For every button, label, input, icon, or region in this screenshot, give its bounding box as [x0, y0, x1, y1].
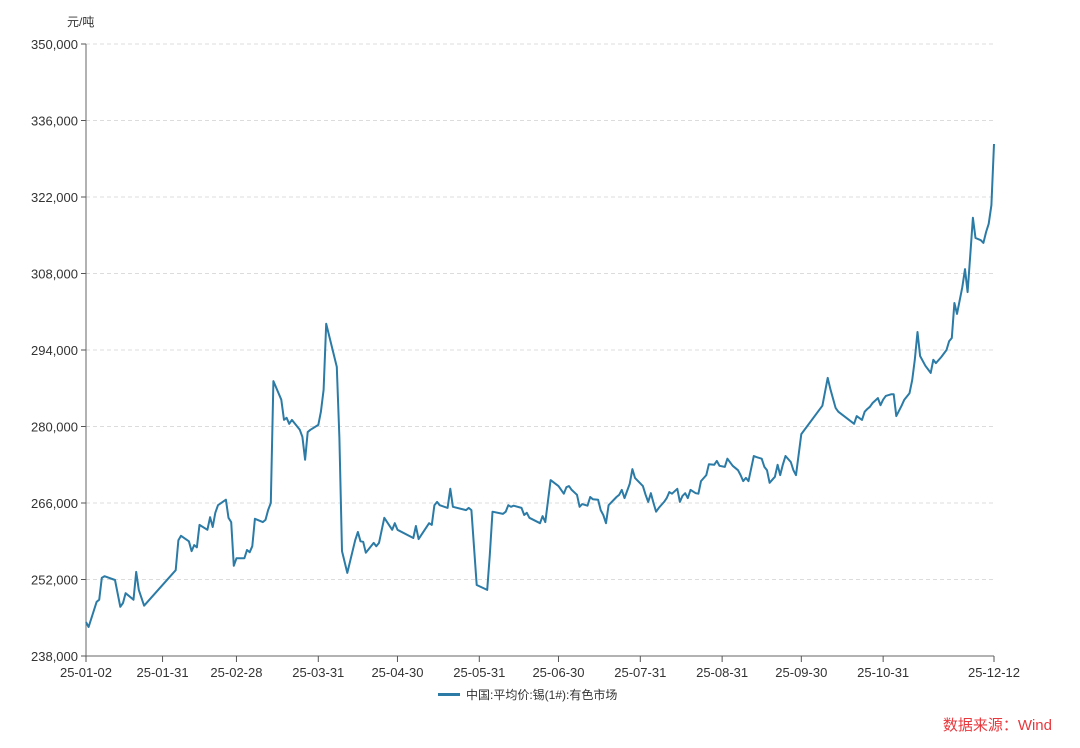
gridlines — [86, 43, 994, 580]
y-tick-label: 252,000 — [31, 573, 78, 588]
legend[interactable]: 中国:平均价:锡(1#):有色市场 — [438, 686, 617, 703]
legend-label: 中国:平均价:锡(1#):有色市场 — [466, 688, 618, 702]
x-tick-label: 25-10-31 — [857, 665, 909, 680]
y-tick-label: 238,000 — [31, 649, 78, 664]
y-tick-label: 350,000 — [31, 37, 78, 52]
data-source: 数据来源：Wind — [942, 717, 1052, 734]
y-tick-label: 280,000 — [31, 420, 78, 435]
x-tick-label: 25-04-30 — [371, 665, 423, 680]
legend-swatch — [438, 693, 460, 696]
series-layer — [85, 143, 995, 628]
x-tick-label: 25-01-31 — [137, 665, 189, 680]
x-tick-label: 25-06-30 — [532, 665, 584, 680]
y-axis-unit: 元/吨 — [67, 15, 94, 29]
y-tick-label: 294,000 — [31, 343, 78, 358]
y-tick-label: 266,000 — [31, 496, 78, 511]
axes: 238,000 252,000 266,000 280,000 294,000 308,0… — [31, 37, 1020, 680]
x-tick-label: 25-09-30 — [775, 665, 827, 680]
x-tick-label: 25-01-02 — [60, 665, 112, 680]
x-tick-label: 25-02-28 — [210, 665, 262, 680]
x-tick-label: 25-07-31 — [614, 665, 666, 680]
y-tick-label: 308,000 — [31, 267, 78, 282]
y-tick-label: 322,000 — [31, 190, 78, 205]
x-tick-label: 25-03-31 — [292, 665, 344, 680]
y-tick-label: 336,000 — [31, 114, 78, 129]
x-tick-label: 25-08-31 — [696, 665, 748, 680]
x-tick-label: 25-12-12 — [968, 665, 1020, 680]
x-tick-label: 25-05-31 — [453, 665, 505, 680]
series-line — [85, 143, 995, 628]
